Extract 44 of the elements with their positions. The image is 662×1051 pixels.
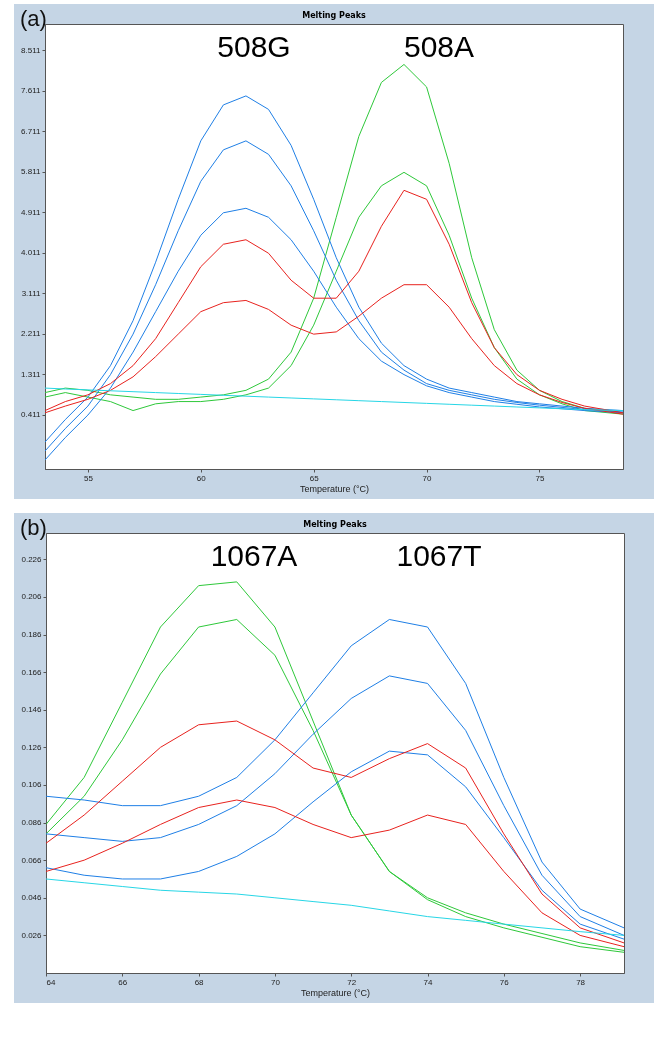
x-tick-label: 60 [196, 473, 207, 483]
x-axis-title: Temperature (°C) [299, 483, 370, 494]
y-tick-label: 8.511 [21, 45, 42, 55]
y-tick-label: 6.711 [21, 126, 42, 136]
y-tick-label: 0.066 [21, 855, 43, 865]
x-tick-label: 55 [83, 473, 94, 483]
y-tick-label: 0.086 [21, 818, 43, 828]
y-tick-label: 0.166 [21, 667, 43, 677]
y-tick-label: 0.186 [21, 630, 43, 640]
chart-title: Melting Peaks [302, 11, 367, 20]
y-tick-label: 1.311 [21, 369, 42, 379]
annotation: 1067A [210, 539, 298, 573]
y-tick-label: 0.126 [21, 742, 43, 752]
x-tick-label: 70 [270, 977, 281, 987]
y-tick-label: 0.146 [21, 705, 43, 715]
y-tick-label: 0.026 [21, 930, 43, 940]
x-tick-label: 74 [423, 977, 434, 987]
x-tick-label: 76 [499, 977, 510, 987]
x-tick-label: 64 [46, 977, 56, 987]
y-tick-label: 3.111 [21, 288, 42, 298]
x-tick-label: 68 [194, 977, 205, 987]
x-tick-label: 72 [347, 977, 357, 987]
y-tick-label: 2.211 [21, 329, 42, 339]
annotation: 508G [217, 30, 291, 64]
x-tick-label: 65 [309, 473, 320, 483]
y-tick-label: 5.811 [21, 167, 42, 177]
x-axis-title: Temperature (°C) [300, 987, 371, 998]
chart-title: Melting Peaks [303, 520, 368, 529]
y-tick-label: 0.106 [21, 780, 43, 790]
annotation: 1067T [396, 539, 482, 573]
y-tick-label: 7.611 [21, 86, 42, 96]
x-tick-label: 66 [118, 977, 128, 987]
x-tick-label: 75 [535, 473, 545, 483]
y-tick-label: 4.011 [21, 248, 42, 258]
annotation: 508A [403, 30, 475, 64]
y-tick-label: 0.046 [21, 893, 43, 903]
y-tick-label: 0.226 [21, 554, 43, 564]
x-tick-label: 70 [422, 473, 433, 483]
annotation: (b) [20, 515, 47, 541]
y-tick-label: 0.206 [21, 592, 43, 602]
x-tick-label: 78 [576, 977, 586, 987]
annotation: (a) [20, 6, 47, 32]
y-tick-label: 0.411 [21, 410, 42, 420]
y-tick-label: 4.911 [21, 207, 42, 217]
